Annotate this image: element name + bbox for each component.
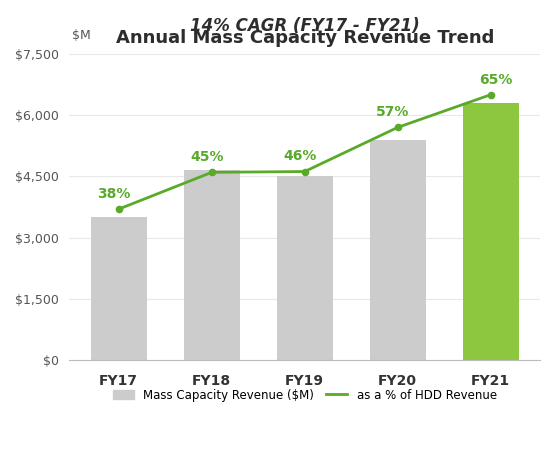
Bar (91, 217, 147, 360)
Text: 65%: 65% (478, 74, 512, 87)
Bar (184, 170, 240, 360)
Legend: Mass Capacity Revenue ($M), as a % of HDD Revenue: Mass Capacity Revenue ($M), as a % of HD… (108, 384, 502, 406)
Text: 46%: 46% (284, 149, 317, 163)
Bar (277, 176, 332, 360)
Text: 45%: 45% (190, 150, 224, 164)
Text: 14% CAGR (FY17 - FY21): 14% CAGR (FY17 - FY21) (190, 18, 420, 36)
Title: Annual Mass Capacity Revenue Trend: Annual Mass Capacity Revenue Trend (115, 29, 494, 47)
Bar (370, 140, 426, 360)
Text: 38%: 38% (97, 187, 131, 201)
Text: 57%: 57% (376, 105, 410, 119)
Bar (463, 103, 518, 360)
Text: $M: $M (72, 28, 91, 41)
